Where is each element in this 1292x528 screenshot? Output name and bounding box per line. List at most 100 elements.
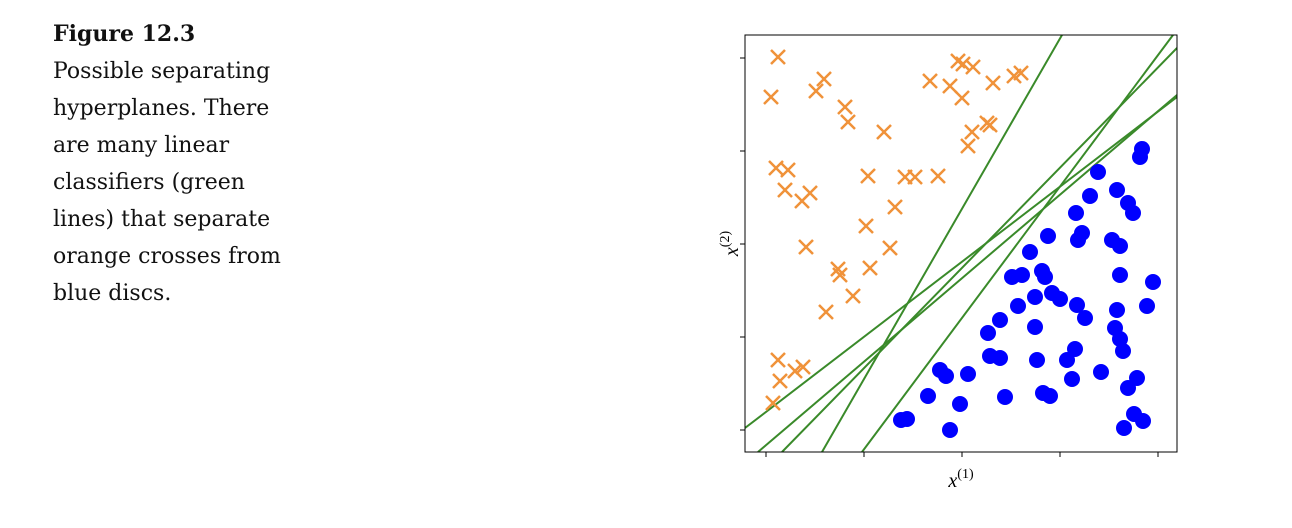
cross-point (837, 99, 853, 115)
cross-point (862, 260, 878, 276)
disc-point (1109, 182, 1125, 198)
caption-line: lines) that separate (53, 207, 271, 232)
y-axis-label-base: x (721, 247, 743, 257)
cross-point (798, 239, 814, 255)
y-axis-label-sup: (2) (718, 231, 733, 248)
separator-line (757, 94, 1177, 452)
disc-point (1116, 420, 1132, 436)
cross-point (770, 49, 786, 65)
disc-point (1042, 388, 1058, 404)
cross-point (882, 240, 898, 256)
disc-point (1068, 205, 1084, 221)
cross-point (860, 168, 876, 184)
cross-point (840, 114, 856, 130)
disc-point (1004, 269, 1020, 285)
disc-point (938, 368, 954, 384)
disc-point (1029, 352, 1045, 368)
cross-point (765, 395, 781, 411)
cross-point (1013, 65, 1029, 81)
cross-point (816, 71, 832, 87)
cross-point (954, 90, 970, 106)
separator-line (745, 96, 1177, 429)
disc-point (1069, 297, 1085, 313)
disc-point (1027, 319, 1043, 335)
disc-point (1077, 310, 1093, 326)
disc-point (1145, 274, 1161, 290)
disc-point (1112, 267, 1128, 283)
disc-point (960, 366, 976, 382)
caption: Figure 12.3 Possible separating hyperplan… (53, 16, 281, 312)
cross-point (770, 352, 786, 368)
cross-point (887, 199, 903, 215)
disc-point (1109, 302, 1125, 318)
disc-point (1040, 228, 1056, 244)
separator-line (781, 47, 1177, 452)
disc-point (992, 350, 1008, 366)
disc-point (1027, 289, 1043, 305)
cross-point (930, 168, 946, 184)
cross-point (942, 78, 958, 94)
caption-line: hyperplanes. There (53, 96, 270, 121)
disc-point (1059, 352, 1075, 368)
cross-point (876, 124, 892, 140)
disc-point (1120, 380, 1136, 396)
disc-point (980, 325, 996, 341)
disc-point (942, 422, 958, 438)
disc-point (1139, 298, 1155, 314)
disc-point (1115, 343, 1131, 359)
plot-area (745, 35, 1177, 452)
disc-point (1070, 232, 1086, 248)
disc-point (997, 389, 1013, 405)
disc-point (992, 312, 1008, 328)
disc-point (1090, 164, 1106, 180)
disc-point (1037, 269, 1053, 285)
caption-label: Figure 12.3 (53, 21, 196, 47)
plot-frame (744, 34, 1178, 453)
cross-point (795, 359, 811, 375)
disc-point (1052, 291, 1068, 307)
caption-line: blue discs. (53, 281, 172, 306)
cross-point (763, 89, 779, 105)
cross-point (922, 73, 938, 89)
x-axis-label: x(1) (947, 467, 974, 492)
disc-point (952, 396, 968, 412)
disc-point (1082, 188, 1098, 204)
caption-line: classifiers (green (53, 170, 245, 195)
caption-line: orange crosses from (53, 244, 281, 269)
disc-point (1093, 364, 1109, 380)
x-axis-label-sup: (1) (957, 467, 974, 482)
cross-point (982, 117, 998, 133)
disc-point (1132, 149, 1148, 165)
cross-point (964, 124, 980, 140)
cross-point (858, 218, 874, 234)
cross-point (960, 138, 976, 154)
disc-point (920, 388, 936, 404)
disc-point (1067, 341, 1083, 357)
y-axis-label: x(2) (718, 231, 743, 258)
disc-point (1112, 331, 1128, 347)
cross-point (818, 304, 834, 320)
x-axis-label-base: x (947, 470, 957, 492)
caption-line: are many linear (53, 133, 230, 158)
disc-point (1010, 298, 1026, 314)
disc-point (899, 411, 915, 427)
disc-point (1112, 238, 1128, 254)
cross-point (955, 56, 971, 72)
disc-point (1022, 244, 1038, 260)
cross-point (772, 373, 788, 389)
cross-point (985, 75, 1001, 91)
cross-point (965, 59, 981, 75)
cross-point (808, 83, 824, 99)
disc-point (1135, 413, 1151, 429)
disc-point (1125, 205, 1141, 221)
caption-line: Possible separating (53, 59, 271, 84)
cross-point (780, 162, 796, 178)
cross-point (950, 53, 966, 69)
cross-point (845, 288, 861, 304)
disc-point (1064, 371, 1080, 387)
cross-point (777, 182, 793, 198)
cross-point (832, 267, 848, 283)
cross-point (787, 363, 803, 379)
